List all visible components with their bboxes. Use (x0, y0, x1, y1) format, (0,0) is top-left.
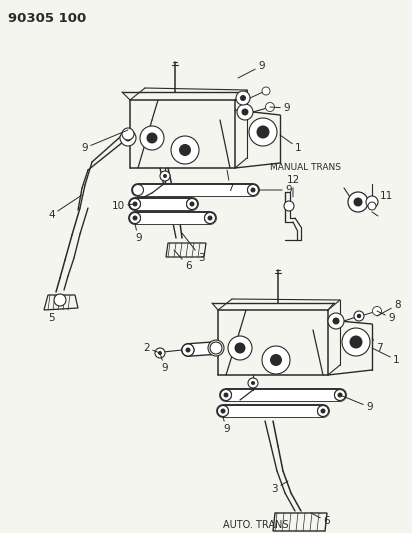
Circle shape (251, 381, 255, 385)
Text: 9: 9 (223, 417, 229, 434)
Circle shape (124, 134, 131, 141)
Circle shape (265, 102, 274, 111)
Text: AUTO. TRANS: AUTO. TRANS (223, 520, 289, 530)
Circle shape (120, 130, 136, 146)
Circle shape (262, 346, 290, 374)
Circle shape (182, 344, 194, 356)
Circle shape (335, 390, 346, 400)
Text: 1: 1 (280, 135, 302, 153)
Circle shape (129, 213, 140, 223)
Circle shape (158, 351, 162, 355)
Circle shape (366, 196, 378, 208)
Circle shape (332, 318, 339, 325)
Text: 1: 1 (372, 348, 400, 365)
Text: 6: 6 (174, 250, 192, 271)
Circle shape (129, 213, 140, 223)
Circle shape (349, 335, 363, 349)
Text: 9: 9 (340, 395, 372, 412)
Circle shape (187, 198, 197, 209)
Circle shape (187, 198, 197, 209)
Text: 6: 6 (311, 513, 330, 526)
Circle shape (357, 314, 361, 318)
Circle shape (210, 342, 222, 354)
Circle shape (220, 390, 232, 400)
Circle shape (179, 144, 191, 156)
Circle shape (249, 118, 277, 146)
Text: 9: 9 (82, 130, 128, 153)
Circle shape (372, 306, 382, 316)
Circle shape (208, 215, 213, 221)
Circle shape (133, 201, 138, 206)
Circle shape (220, 408, 225, 414)
Circle shape (318, 406, 328, 416)
Circle shape (248, 378, 258, 388)
Text: 7: 7 (227, 170, 234, 193)
Text: 9: 9 (160, 353, 168, 373)
Text: 9: 9 (238, 61, 265, 78)
Circle shape (342, 328, 370, 356)
Text: 8: 8 (377, 300, 400, 316)
Text: 9: 9 (259, 185, 292, 195)
Circle shape (140, 126, 164, 150)
Circle shape (185, 348, 190, 352)
Circle shape (218, 406, 229, 416)
Text: 9: 9 (377, 311, 395, 323)
Circle shape (318, 406, 328, 416)
Circle shape (328, 313, 344, 329)
Circle shape (248, 184, 258, 196)
Circle shape (257, 125, 269, 139)
Circle shape (129, 198, 140, 209)
Circle shape (262, 87, 270, 95)
Circle shape (353, 198, 363, 206)
Circle shape (228, 336, 252, 360)
Circle shape (147, 133, 157, 143)
Circle shape (182, 344, 194, 356)
Circle shape (133, 184, 143, 196)
Circle shape (284, 201, 294, 211)
Circle shape (220, 390, 232, 400)
Circle shape (368, 202, 376, 210)
Circle shape (204, 213, 215, 223)
Circle shape (133, 215, 138, 221)
Circle shape (237, 104, 253, 120)
Circle shape (241, 109, 248, 116)
Text: 12: 12 (286, 175, 300, 197)
Circle shape (213, 344, 220, 351)
Circle shape (218, 406, 229, 416)
Circle shape (190, 201, 194, 206)
Circle shape (171, 136, 199, 164)
Circle shape (321, 408, 325, 414)
Text: 2: 2 (143, 343, 160, 353)
Text: 10: 10 (112, 201, 135, 211)
Text: 11: 11 (380, 191, 393, 201)
Circle shape (337, 392, 342, 398)
Circle shape (129, 198, 140, 209)
Circle shape (248, 184, 258, 196)
Circle shape (223, 392, 229, 398)
Circle shape (122, 128, 134, 140)
Circle shape (163, 174, 167, 178)
Text: 4: 4 (48, 195, 82, 220)
Circle shape (250, 188, 255, 192)
Text: MANUAL TRANS: MANUAL TRANS (270, 164, 341, 173)
Text: 7: 7 (372, 338, 383, 353)
Circle shape (204, 213, 215, 223)
Circle shape (54, 294, 66, 306)
Circle shape (155, 348, 165, 358)
Circle shape (208, 340, 224, 356)
Circle shape (348, 192, 368, 212)
Circle shape (240, 95, 246, 101)
Text: 90305 100: 90305 100 (8, 12, 86, 25)
Circle shape (335, 390, 346, 400)
Text: 9: 9 (135, 224, 142, 243)
Text: 5: 5 (49, 313, 55, 323)
Circle shape (270, 354, 282, 366)
Circle shape (234, 343, 246, 353)
Text: 3: 3 (272, 481, 288, 494)
Text: 3: 3 (182, 233, 205, 263)
Circle shape (236, 91, 250, 105)
Text: 9: 9 (270, 103, 290, 113)
Circle shape (160, 171, 170, 181)
Circle shape (354, 311, 364, 321)
